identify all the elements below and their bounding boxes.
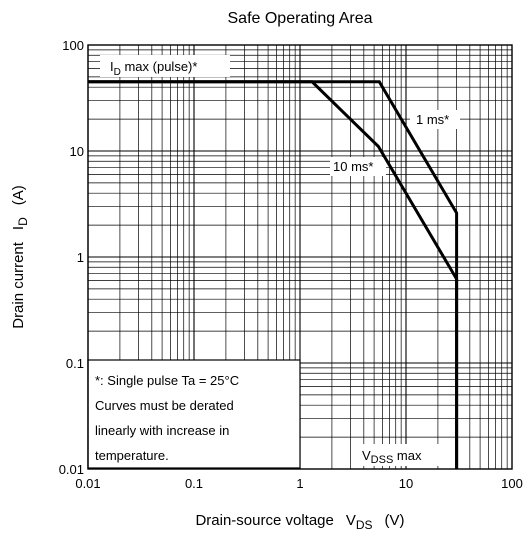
note-line-3: linearly with increase in <box>95 423 229 438</box>
id-max-label: ID max (pulse)* <box>110 59 197 78</box>
x-tick-label: 10 <box>399 476 413 491</box>
vdss-label: VDSS max <box>362 448 422 466</box>
note-line-1: *: Single pulse Ta = 25°C <box>95 373 239 388</box>
y-tick-label: 10 <box>70 144 84 159</box>
one-ms-label: 1 ms* <box>416 112 449 127</box>
y-tick-label: 0.01 <box>59 462 84 477</box>
x-tick-label: 0.1 <box>185 476 203 491</box>
note-line-4: temperature. <box>95 448 169 463</box>
x-tick-label: 100 <box>501 476 523 491</box>
chart-title: Safe Operating Area <box>228 10 373 27</box>
y-tick-label: 1 <box>77 250 84 265</box>
plot-frame <box>87 44 513 470</box>
x-tick-label: 1 <box>296 476 303 491</box>
x-tick-label: 0.01 <box>75 476 100 491</box>
x-tick-labels: 0.01 0.1 1 10 100 <box>75 476 523 491</box>
y-axis-label: Drain currentID(A) <box>10 185 30 329</box>
ten-ms-label-box <box>330 157 386 176</box>
series-10ms-line <box>88 80 459 469</box>
y-tick-labels: 0.01 0.1 1 10 100 <box>59 38 84 477</box>
x-axis-label: Drain-source voltage VDS (V) <box>195 512 404 532</box>
id-max-label-box <box>100 55 230 77</box>
note-line-2: Curves must be derated <box>95 398 234 413</box>
y-tick-label: 0.1 <box>66 356 84 371</box>
vdss-label-box <box>358 444 454 466</box>
ten-ms-label: 10 ms* <box>333 159 373 174</box>
one-ms-label-box <box>410 110 460 129</box>
y-tick-label: 100 <box>62 38 84 53</box>
note-box <box>87 359 301 469</box>
